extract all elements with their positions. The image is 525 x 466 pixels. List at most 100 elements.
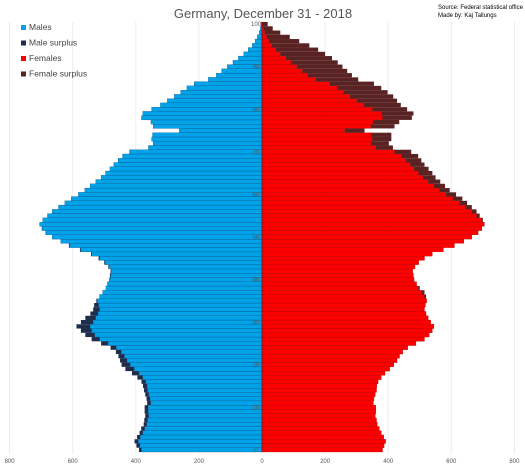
bar-female-age-62 [261, 183, 435, 189]
bar-male-surplus-age-47 [79, 247, 81, 252]
bar-female-surplus-age-86 [329, 81, 375, 86]
bar-female-age-19 [261, 366, 390, 372]
bar-male-surplus-age-45 [98, 256, 100, 261]
bar-female-age-68 [261, 158, 406, 163]
legend-swatch-2 [21, 56, 26, 61]
bar-female-age-95 [261, 43, 272, 48]
bar-male-age-78 [141, 115, 263, 121]
bar-male-age-20 [129, 362, 263, 367]
bar-male-surplus-age-48 [68, 243, 70, 248]
bar-female-surplus-age-88 [307, 73, 352, 78]
bar-male-age-46 [91, 251, 263, 257]
bar-male-age-68 [118, 158, 263, 163]
bar-male-age-98 [259, 30, 263, 35]
bar-male-age-61 [84, 187, 263, 193]
age-tick-70: 70 [253, 150, 260, 156]
bar-male-age-86 [194, 81, 263, 86]
bar-male-surplus-age-2 [134, 439, 139, 444]
bar-female-surplus-age-98 [264, 30, 281, 35]
bar-female-surplus-age-69 [401, 153, 419, 159]
bar-male-age-34 [98, 302, 263, 308]
legend-swatch-0 [21, 25, 26, 30]
bar-female-surplus-age-65 [418, 171, 433, 176]
bar-male-age-35 [97, 298, 263, 304]
bar-male-age-64 [100, 175, 263, 180]
bar-female-age-81 [261, 102, 364, 108]
bar-male-age-36 [99, 294, 263, 299]
bar-male-age-9 [147, 409, 263, 414]
bar-male-age-88 [216, 72, 263, 78]
bar-male-age-70 [129, 149, 263, 155]
bar-male-age-47 [80, 247, 263, 253]
bar-female-age-65 [261, 170, 419, 176]
age-tick-30: 30 [253, 320, 260, 326]
bar-male-surplus-age-8 [145, 413, 149, 418]
bar-female-age-33 [261, 307, 425, 312]
bar-female-surplus-age-76 [370, 124, 395, 129]
legend-swatch-3 [21, 71, 26, 77]
bar-male-age-2 [138, 439, 263, 444]
bar-male-age-55 [47, 213, 263, 218]
x-tick-8: 800 [509, 459, 520, 465]
bar-female-age-73 [261, 136, 373, 142]
bar-male-age-75 [179, 128, 263, 133]
bar-female-age-96 [261, 38, 270, 44]
bar-male-surplus-age-42 [110, 268, 112, 274]
bar-male-age-39 [107, 281, 263, 287]
bar-female-surplus-age-89 [302, 68, 348, 74]
age-tick-90: 90 [253, 65, 260, 71]
bar-male-age-54 [42, 217, 263, 223]
bar-female-age-5 [261, 426, 380, 431]
bar-female-age-85 [261, 85, 338, 91]
chart-legend: Males Male surplus Females Female surplus [21, 22, 87, 79]
bar-male-age-79 [142, 111, 263, 116]
bar-male-surplus-age-17 [137, 375, 143, 380]
legend-label-2: Females [29, 53, 62, 63]
bar-male-surplus-age-15 [143, 383, 148, 389]
bar-male-surplus-age-1 [136, 443, 140, 448]
bar-female-surplus-age-54 [481, 217, 483, 223]
bar-male-age-87 [208, 77, 263, 82]
bar-female-age-41 [261, 273, 414, 278]
bar-male-age-11 [150, 400, 263, 406]
bar-male-age-33 [99, 307, 263, 312]
bar-male-age-28 [91, 328, 263, 333]
bar-female-age-59 [261, 196, 454, 201]
bar-male-surplus-age-19 [125, 366, 135, 372]
bar-female-surplus-age-57 [465, 205, 472, 210]
bar-male-age-48 [69, 243, 263, 248]
bar-male-surplus-age-32 [90, 311, 98, 316]
bar-male-age-63 [95, 179, 263, 184]
bar-male-age-94 [247, 47, 263, 52]
bar-female-age-37 [261, 290, 422, 295]
bar-male-age-40 [109, 277, 263, 282]
bar-female-age-43 [261, 264, 416, 270]
age-tick-0: 0 [254, 448, 258, 454]
bar-male-age-77 [150, 119, 263, 125]
bar-male-age-60 [78, 192, 263, 197]
bar-female-surplus-age-80 [372, 107, 408, 112]
bar-male-age-80 [151, 107, 263, 112]
bar-male-surplus-age-24 [110, 345, 117, 350]
bar-female-surplus-age-96 [268, 39, 300, 44]
bar-female-age-66 [261, 166, 415, 172]
age-tick-10: 10 [253, 405, 260, 411]
x-tick-2: 400 [131, 459, 142, 465]
bar-male-surplus-age-30 [80, 320, 94, 325]
bar-male-surplus-age-43 [108, 264, 109, 269]
x-tick-6: 400 [383, 459, 394, 465]
bar-female-surplus-age-97 [266, 34, 290, 40]
bar-female-age-94 [261, 47, 277, 52]
bar-female-age-88 [261, 72, 308, 78]
bar-female-age-16 [261, 379, 379, 385]
bar-female-surplus-age-92 [285, 56, 333, 61]
bar-female-surplus-age-66 [414, 166, 429, 172]
bar-female-age-56 [261, 209, 472, 214]
bar-male-surplus-age-16 [141, 379, 146, 384]
bar-female-surplus-age-81 [363, 102, 401, 108]
bar-male-surplus-age-26 [91, 337, 100, 342]
bar-male-age-25 [107, 341, 263, 346]
bar-female-age-54 [261, 217, 482, 223]
bar-female-age-83 [261, 94, 350, 99]
bar-male-surplus-age-3 [137, 434, 141, 440]
